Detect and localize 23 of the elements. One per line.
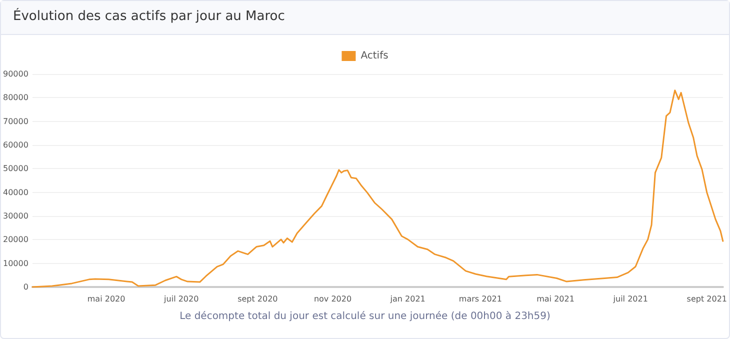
x-tick-label: jan 2021 (389, 294, 426, 304)
line-series (32, 90, 724, 288)
x-tick-label: mai 2021 (536, 294, 574, 304)
y-tick-label: 40000 (2, 188, 28, 197)
chart-title: Évolution des cas actifs par jour au Maroc (13, 9, 285, 24)
y-tick-label: 80000 (2, 93, 28, 102)
x-tick-label: mai 2020 (87, 294, 126, 304)
legend-label: Actifs (360, 50, 388, 62)
y-tick-label: 0 (23, 282, 28, 292)
x-tick-label: juil 2020 (163, 294, 199, 304)
y-tick-label: 20000 (2, 235, 28, 244)
x-tick-label: sept 2021 (686, 294, 728, 304)
y-tick-label: 60000 (2, 140, 28, 150)
x-tick-label: juil 2021 (612, 294, 648, 304)
x-tick-label: nov 2020 (314, 294, 352, 304)
y-tick-label: 90000 (2, 70, 28, 78)
y-tick-label: 30000 (2, 212, 28, 220)
y-tick-label: 70000 (2, 116, 28, 126)
y-tick-label: 50000 (2, 164, 28, 174)
x-tick-label: mars 2021 (458, 294, 502, 304)
x-tick-label: sept 2020 (238, 294, 278, 304)
y-tick-label: 10000 (2, 258, 28, 268)
text: Le décompte total du jour est calculé sur une journée (de 00h00 à 23h59) (178, 311, 552, 322)
